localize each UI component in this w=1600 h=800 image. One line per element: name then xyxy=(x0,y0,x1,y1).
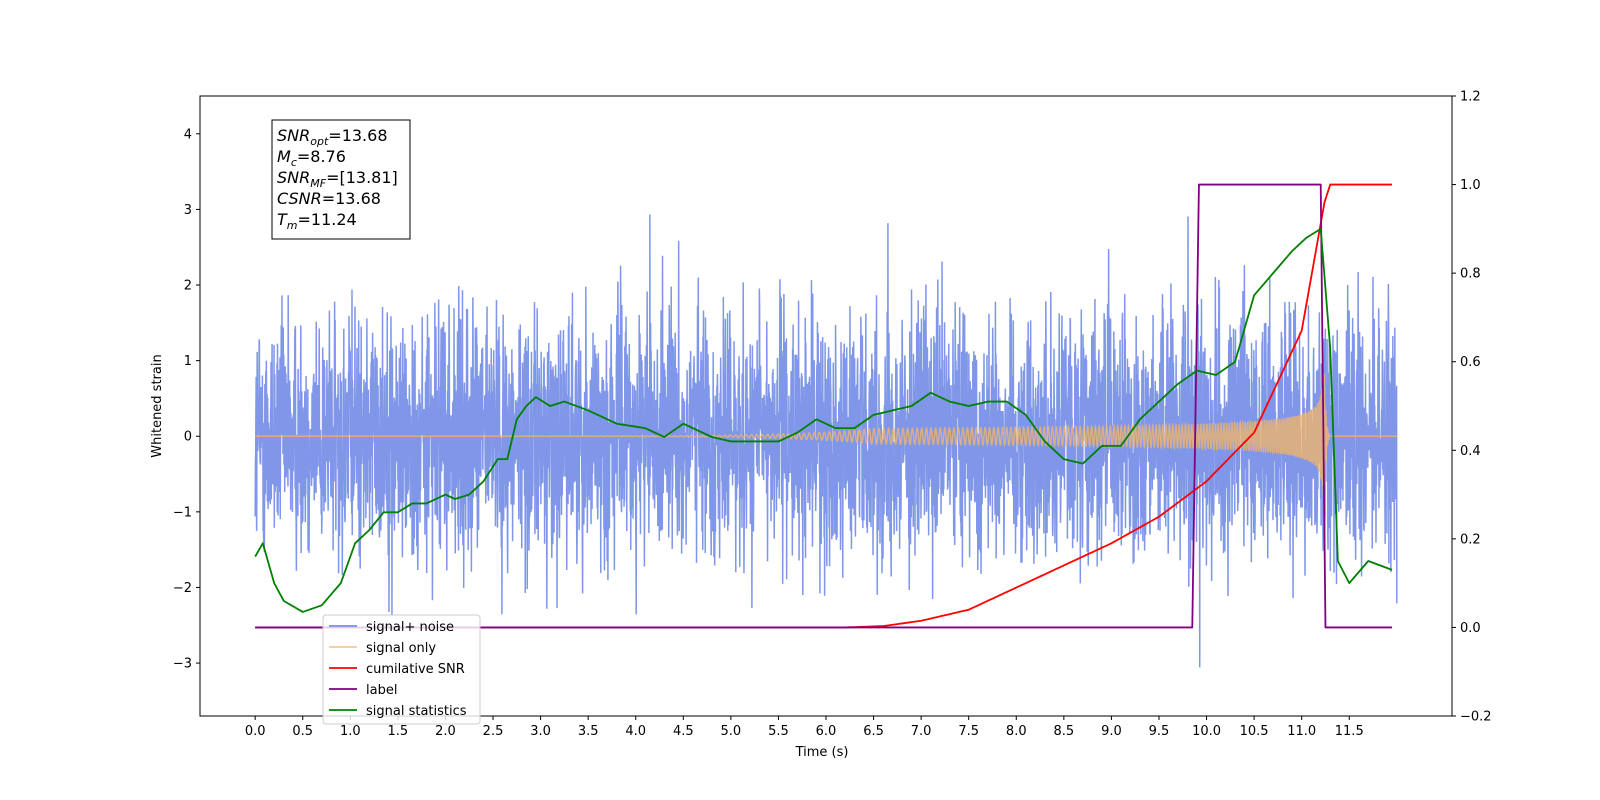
info-box: SNRopt=13.68Mc=8.76SNRMF=[13.81]CSNR=13.… xyxy=(271,119,411,240)
series-signal-noise-line xyxy=(254,214,1398,668)
x-tick-label: 2.0 xyxy=(435,724,456,739)
legend: signal+ noise signal only cumilative SNR la… xyxy=(322,614,481,725)
info-box-line: SNRopt=13.68 xyxy=(277,126,388,148)
x-tick-label: 10.0 xyxy=(1192,724,1221,739)
series-signal-statistics-line xyxy=(254,227,1393,613)
legend-frame xyxy=(322,614,481,725)
x-tick-label: 4.0 xyxy=(625,724,646,739)
x-axis-label: Time (s) xyxy=(795,745,849,760)
x-tick-label: 10.5 xyxy=(1240,724,1269,739)
series-cumulative-snr-line xyxy=(255,183,1393,629)
x-tick-label: 8.5 xyxy=(1053,724,1074,739)
y2-tick-label: 0.8 xyxy=(1460,267,1481,282)
x-tick-label: 11.5 xyxy=(1335,724,1364,739)
legend-entry-label: signal+ noise xyxy=(366,620,454,635)
x-tick-label: 0.5 xyxy=(292,724,313,739)
x-tick-label: 3.5 xyxy=(578,724,599,739)
x-tick-label: 3.0 xyxy=(530,724,551,739)
info-box-line: Mc=8.76 xyxy=(277,147,346,169)
series-signal-only-line xyxy=(255,373,1397,497)
x-tick-label: 5.5 xyxy=(768,724,789,739)
legend-entry-label: cumilative SNR xyxy=(366,662,465,677)
x-tick-label: 7.0 xyxy=(911,724,932,739)
x-tick-label: 0.0 xyxy=(245,724,266,739)
info-box-line: Tm=11.24 xyxy=(277,210,357,232)
y2-tick-label: −0.2 xyxy=(1460,710,1492,725)
y-tick-label: 1 xyxy=(184,354,192,369)
y-tick-label: 2 xyxy=(184,279,192,294)
y2-tick-label: 1.0 xyxy=(1460,178,1481,193)
x-tick-label: 7.5 xyxy=(958,724,979,739)
x-tick-label: 8.0 xyxy=(1006,724,1027,739)
y2-tick-label: 0.4 xyxy=(1460,444,1481,459)
x-tick-label: 2.5 xyxy=(483,724,504,739)
legend-entry-label: label xyxy=(366,683,397,698)
y-tick-label: −3 xyxy=(173,657,192,672)
y-tick-label: −1 xyxy=(173,505,192,520)
y-tick-label: 4 xyxy=(184,127,192,142)
x-tick-label: 6.5 xyxy=(863,724,884,739)
x-tick-label: 6.0 xyxy=(816,724,837,739)
y2-tick-label: 0.6 xyxy=(1460,355,1481,370)
y2-tick-label: 0.2 xyxy=(1460,532,1481,547)
y2-tick-label: 0.0 xyxy=(1460,621,1481,636)
axes: 0.0 0.5 1.0 1.5 2.0 2.5 3.0 3.5 4.0 4.5 5.0 5.5 6.0 6… xyxy=(173,90,1492,740)
series-label-line xyxy=(255,183,1393,629)
y2-tick-label: 1.2 xyxy=(1460,90,1481,105)
y-tick-label: −2 xyxy=(173,581,192,596)
x-tick-label: 1.0 xyxy=(340,724,361,739)
info-box-line: CSNR=13.68 xyxy=(277,189,381,208)
info-box-frame xyxy=(271,119,411,240)
y-tick-label: 0 xyxy=(184,430,192,445)
legend-entry-label: signal statistics xyxy=(366,704,467,719)
info-box-line: SNRMF=[13.81] xyxy=(277,168,398,190)
x-tick-label: 1.5 xyxy=(388,724,409,739)
legend-entry-label: signal only xyxy=(366,641,436,656)
x-tick-label: 11.0 xyxy=(1287,724,1316,739)
x-tick-label: 9.5 xyxy=(1149,724,1170,739)
plot-area xyxy=(254,183,1398,668)
y-tick-label: 3 xyxy=(184,203,192,218)
x-tick-label: 5.0 xyxy=(721,724,742,739)
x-tick-label: 9.0 xyxy=(1101,724,1122,739)
x-tick-label: 4.5 xyxy=(673,724,694,739)
y-axis-label: Whitened strain xyxy=(150,354,165,457)
